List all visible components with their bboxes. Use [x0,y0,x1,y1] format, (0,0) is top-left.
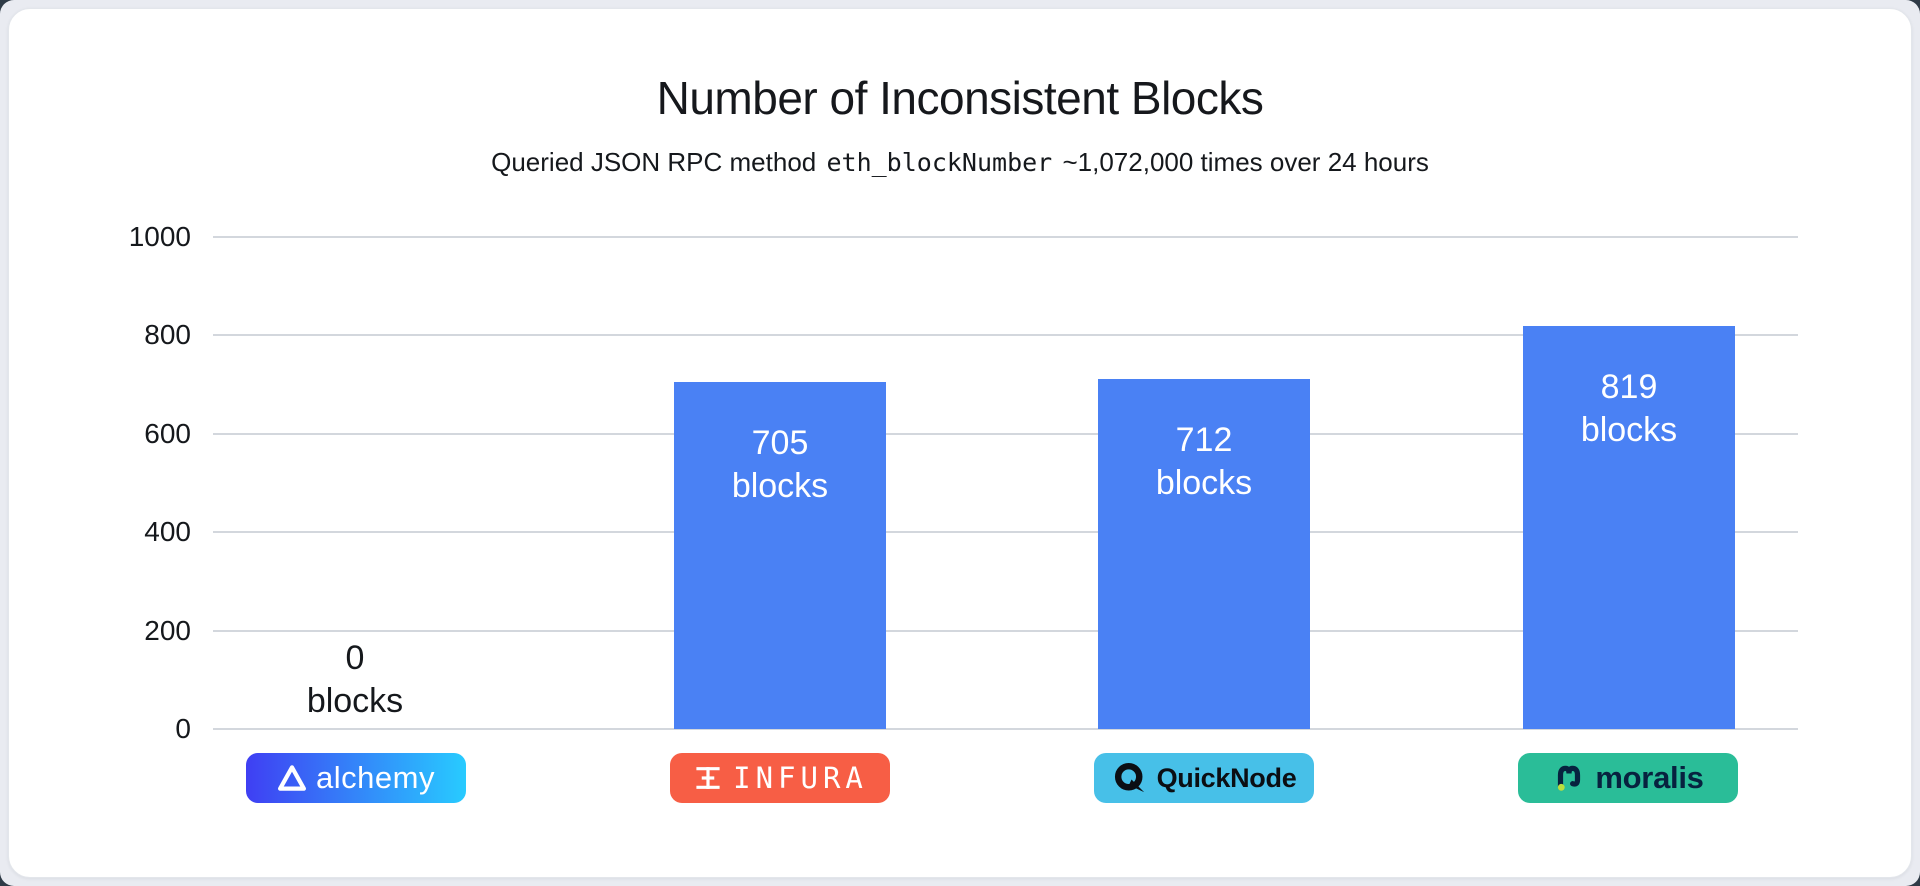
badge-label: moralis [1595,760,1704,795]
value-unit: blocks [731,467,829,506]
chart-card: Number of Inconsistent Blocks Queried JS… [8,8,1912,878]
chart-subtitle: Queried JSON RPC method eth_blockNumber … [9,147,1911,178]
y-tick-label-800: 800 [144,319,191,351]
y-axis-labels: 0 200 400 600 800 1000 [9,221,201,744]
subtitle-text-prefix: Queried JSON RPC method [491,147,824,177]
gridline-800 [213,334,1798,337]
y-tick-label-600: 600 [144,417,191,449]
value-label-moralis: 819 blocks [1523,366,1735,452]
value-label-alchemy: 0 blocks [249,637,461,723]
badge-quicknode: QuickNode [1094,753,1314,803]
value-unit: blocks [306,682,404,720]
bar-infura [674,382,886,729]
infura-mark-icon [692,762,724,794]
badge-label: alchemy [316,760,435,795]
badge-label: INFURA [733,761,868,795]
y-tick-label-0: 0 [175,713,191,744]
badge-infura: INFURA [670,753,890,803]
value-unit: blocks [1580,411,1678,450]
moralis-m-icon [1552,762,1586,794]
y-tick-label-400: 400 [144,516,191,548]
bar-quicknode [1098,378,1310,729]
subtitle-text-suffix: ~1,072,000 times over 24 hours [1055,147,1429,177]
bar-moralis [1523,326,1735,729]
y-tick-label-200: 200 [144,614,191,646]
gridline-0 [213,728,1798,730]
value-label-infura: 705 blocks [674,422,886,508]
value-number: 819 [1600,368,1658,407]
badge-moralis: moralis [1518,753,1738,803]
badge-label: QuickNode [1156,762,1297,793]
y-tick-label-1000: 1000 [128,221,191,252]
value-number: 705 [751,424,809,463]
subtitle-code-method: eth_blockNumber [826,148,1053,177]
chart-title: Number of Inconsistent Blocks [656,72,1264,124]
plot-area: 0 blocks 705 blocks 712 blocks 819 block… [213,236,1798,730]
value-label-quicknode: 712 blocks [1098,419,1310,505]
alchemy-triangle-icon [277,764,307,792]
value-number: 712 [1175,420,1233,459]
value-unit: blocks [1155,463,1253,502]
gridline-1000 [213,236,1798,238]
gridline-600 [213,432,1798,435]
badge-alchemy: alchemy [246,753,466,803]
quicknode-q-icon [1112,760,1148,796]
gridline-400 [213,531,1798,534]
gridline-200 [213,629,1798,632]
value-number: 0 [345,639,365,677]
